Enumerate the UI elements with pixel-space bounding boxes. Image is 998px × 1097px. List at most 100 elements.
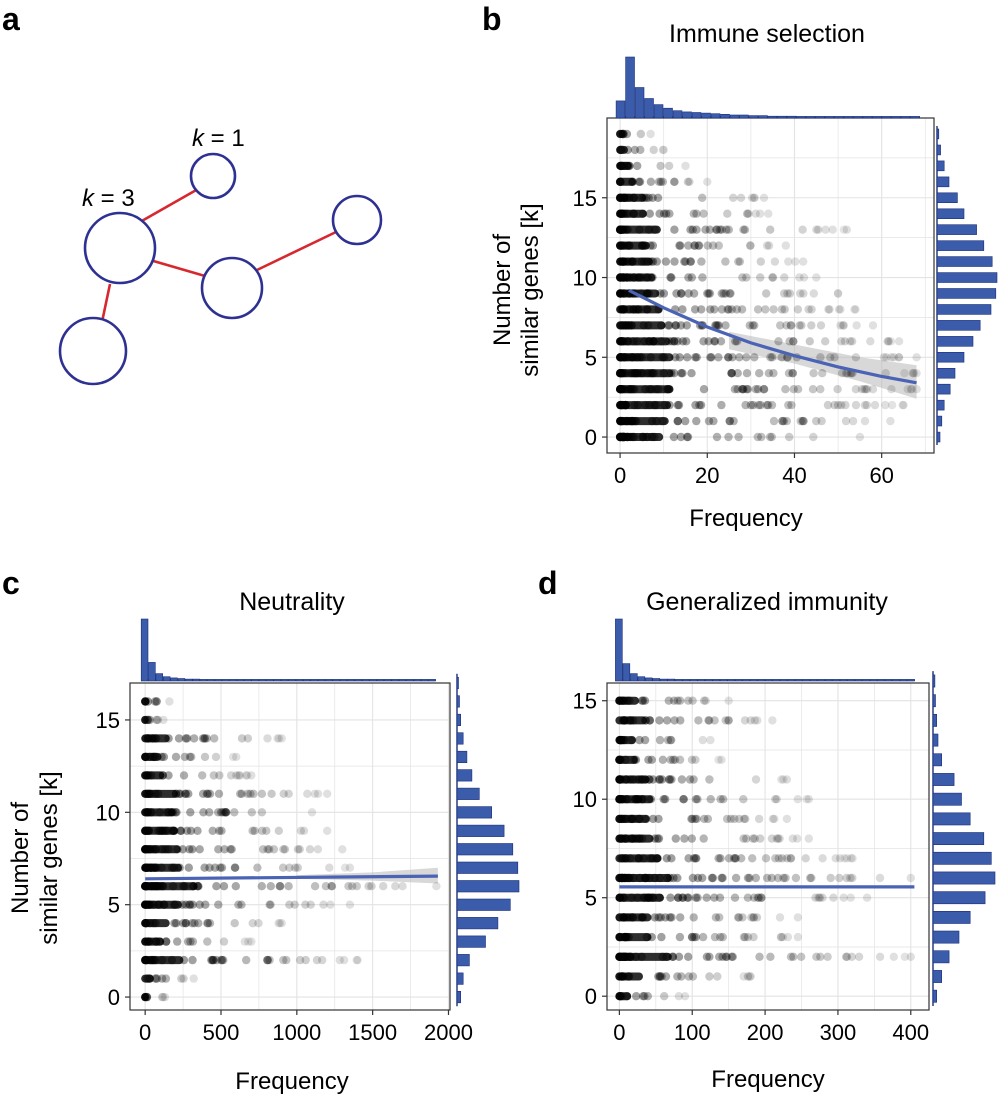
dense-points [615, 893, 664, 902]
data-point [258, 826, 267, 835]
data-point [198, 789, 208, 798]
data-point [676, 321, 686, 330]
data-point [279, 845, 288, 854]
data-point [684, 854, 693, 863]
data-point [669, 696, 679, 705]
histogram-bar [936, 160, 945, 172]
data-point [242, 955, 251, 965]
data-point [677, 289, 686, 298]
data-point [782, 775, 792, 784]
data-point [850, 305, 859, 314]
data-point [799, 416, 808, 426]
data-point [731, 854, 740, 863]
data-point [712, 321, 721, 330]
histogram-bar [815, 116, 825, 119]
data-point [719, 289, 728, 298]
data-point [667, 337, 677, 346]
histogram-bar [932, 989, 938, 1003]
data-point [712, 225, 721, 234]
histogram-bar [802, 679, 810, 682]
data-point [247, 808, 256, 817]
data-point [698, 735, 707, 745]
k3-label: k = 3 [82, 185, 135, 212]
x-tick-label: 0 [614, 463, 626, 488]
data-point [686, 257, 695, 266]
data-point [806, 873, 815, 883]
data-point [675, 755, 685, 764]
data-point [247, 937, 256, 946]
dense-points [616, 241, 650, 250]
data-point [699, 209, 708, 218]
data-point [900, 369, 909, 378]
data-point [821, 337, 830, 346]
panel-b-immune-selection: b Immune selection 0 20 40 60 0 5 10 15 Freque… [482, 1, 998, 532]
histogram-bar [456, 843, 514, 856]
data-point [698, 273, 707, 282]
data-point [210, 734, 219, 743]
data-point [676, 289, 686, 298]
histogram-bar [779, 679, 788, 682]
trend-line-b [628, 288, 917, 385]
histogram-bar [932, 713, 938, 727]
data-point [750, 193, 759, 202]
data-point [645, 716, 654, 725]
data-point [862, 893, 872, 902]
data-point [733, 913, 743, 922]
histogram-bar [177, 678, 186, 682]
data-point [769, 305, 778, 314]
data-point [186, 808, 195, 817]
data-point [743, 209, 752, 218]
data-point [670, 225, 679, 234]
data-point [824, 305, 833, 314]
data-point [176, 826, 185, 835]
data-point [222, 808, 231, 817]
data-point [673, 972, 682, 981]
y-tick-label: 15 [573, 689, 597, 714]
histogram-bar [236, 679, 245, 682]
histogram-bar [456, 954, 470, 967]
histogram-bar [697, 679, 705, 682]
data-point [221, 808, 230, 817]
histogram-bar [229, 679, 237, 682]
data-point [854, 952, 864, 961]
data-point [681, 257, 690, 266]
data-point [778, 932, 788, 942]
data-point [161, 937, 171, 946]
data-point [724, 225, 733, 234]
data-point [687, 834, 696, 843]
data-point [685, 177, 694, 186]
data-point [364, 882, 373, 891]
panel-c-neutrality: c Neutrality 0 500 1000 1500 2000 0 5 10 15 Fre… [2, 565, 520, 1095]
data-point [217, 863, 227, 872]
data-point [823, 400, 833, 410]
data-point [703, 289, 712, 298]
data-point [335, 955, 344, 965]
data-point [860, 385, 869, 394]
data-point [753, 385, 763, 394]
data-point [764, 400, 773, 410]
data-point [692, 225, 701, 234]
data-point [738, 273, 747, 282]
data-point [752, 913, 762, 922]
data-point [834, 305, 844, 314]
data-point [678, 369, 687, 378]
data-point [715, 225, 725, 234]
data-point [667, 913, 676, 922]
data-point [805, 337, 814, 346]
data-point [664, 161, 674, 171]
dense-points [616, 321, 666, 330]
histogram-bar [339, 679, 348, 682]
data-point [684, 952, 693, 961]
data-point [687, 932, 697, 942]
data-point [379, 882, 388, 891]
histogram-bar [853, 116, 863, 119]
histogram-bar [163, 676, 171, 682]
histogram-bar [712, 679, 720, 682]
data-point [701, 225, 710, 234]
histogram-bar [391, 679, 399, 682]
data-point [743, 972, 753, 981]
data-point [724, 854, 734, 863]
data-point [739, 972, 748, 981]
histogram-bar [406, 679, 414, 682]
data-point [691, 854, 700, 863]
